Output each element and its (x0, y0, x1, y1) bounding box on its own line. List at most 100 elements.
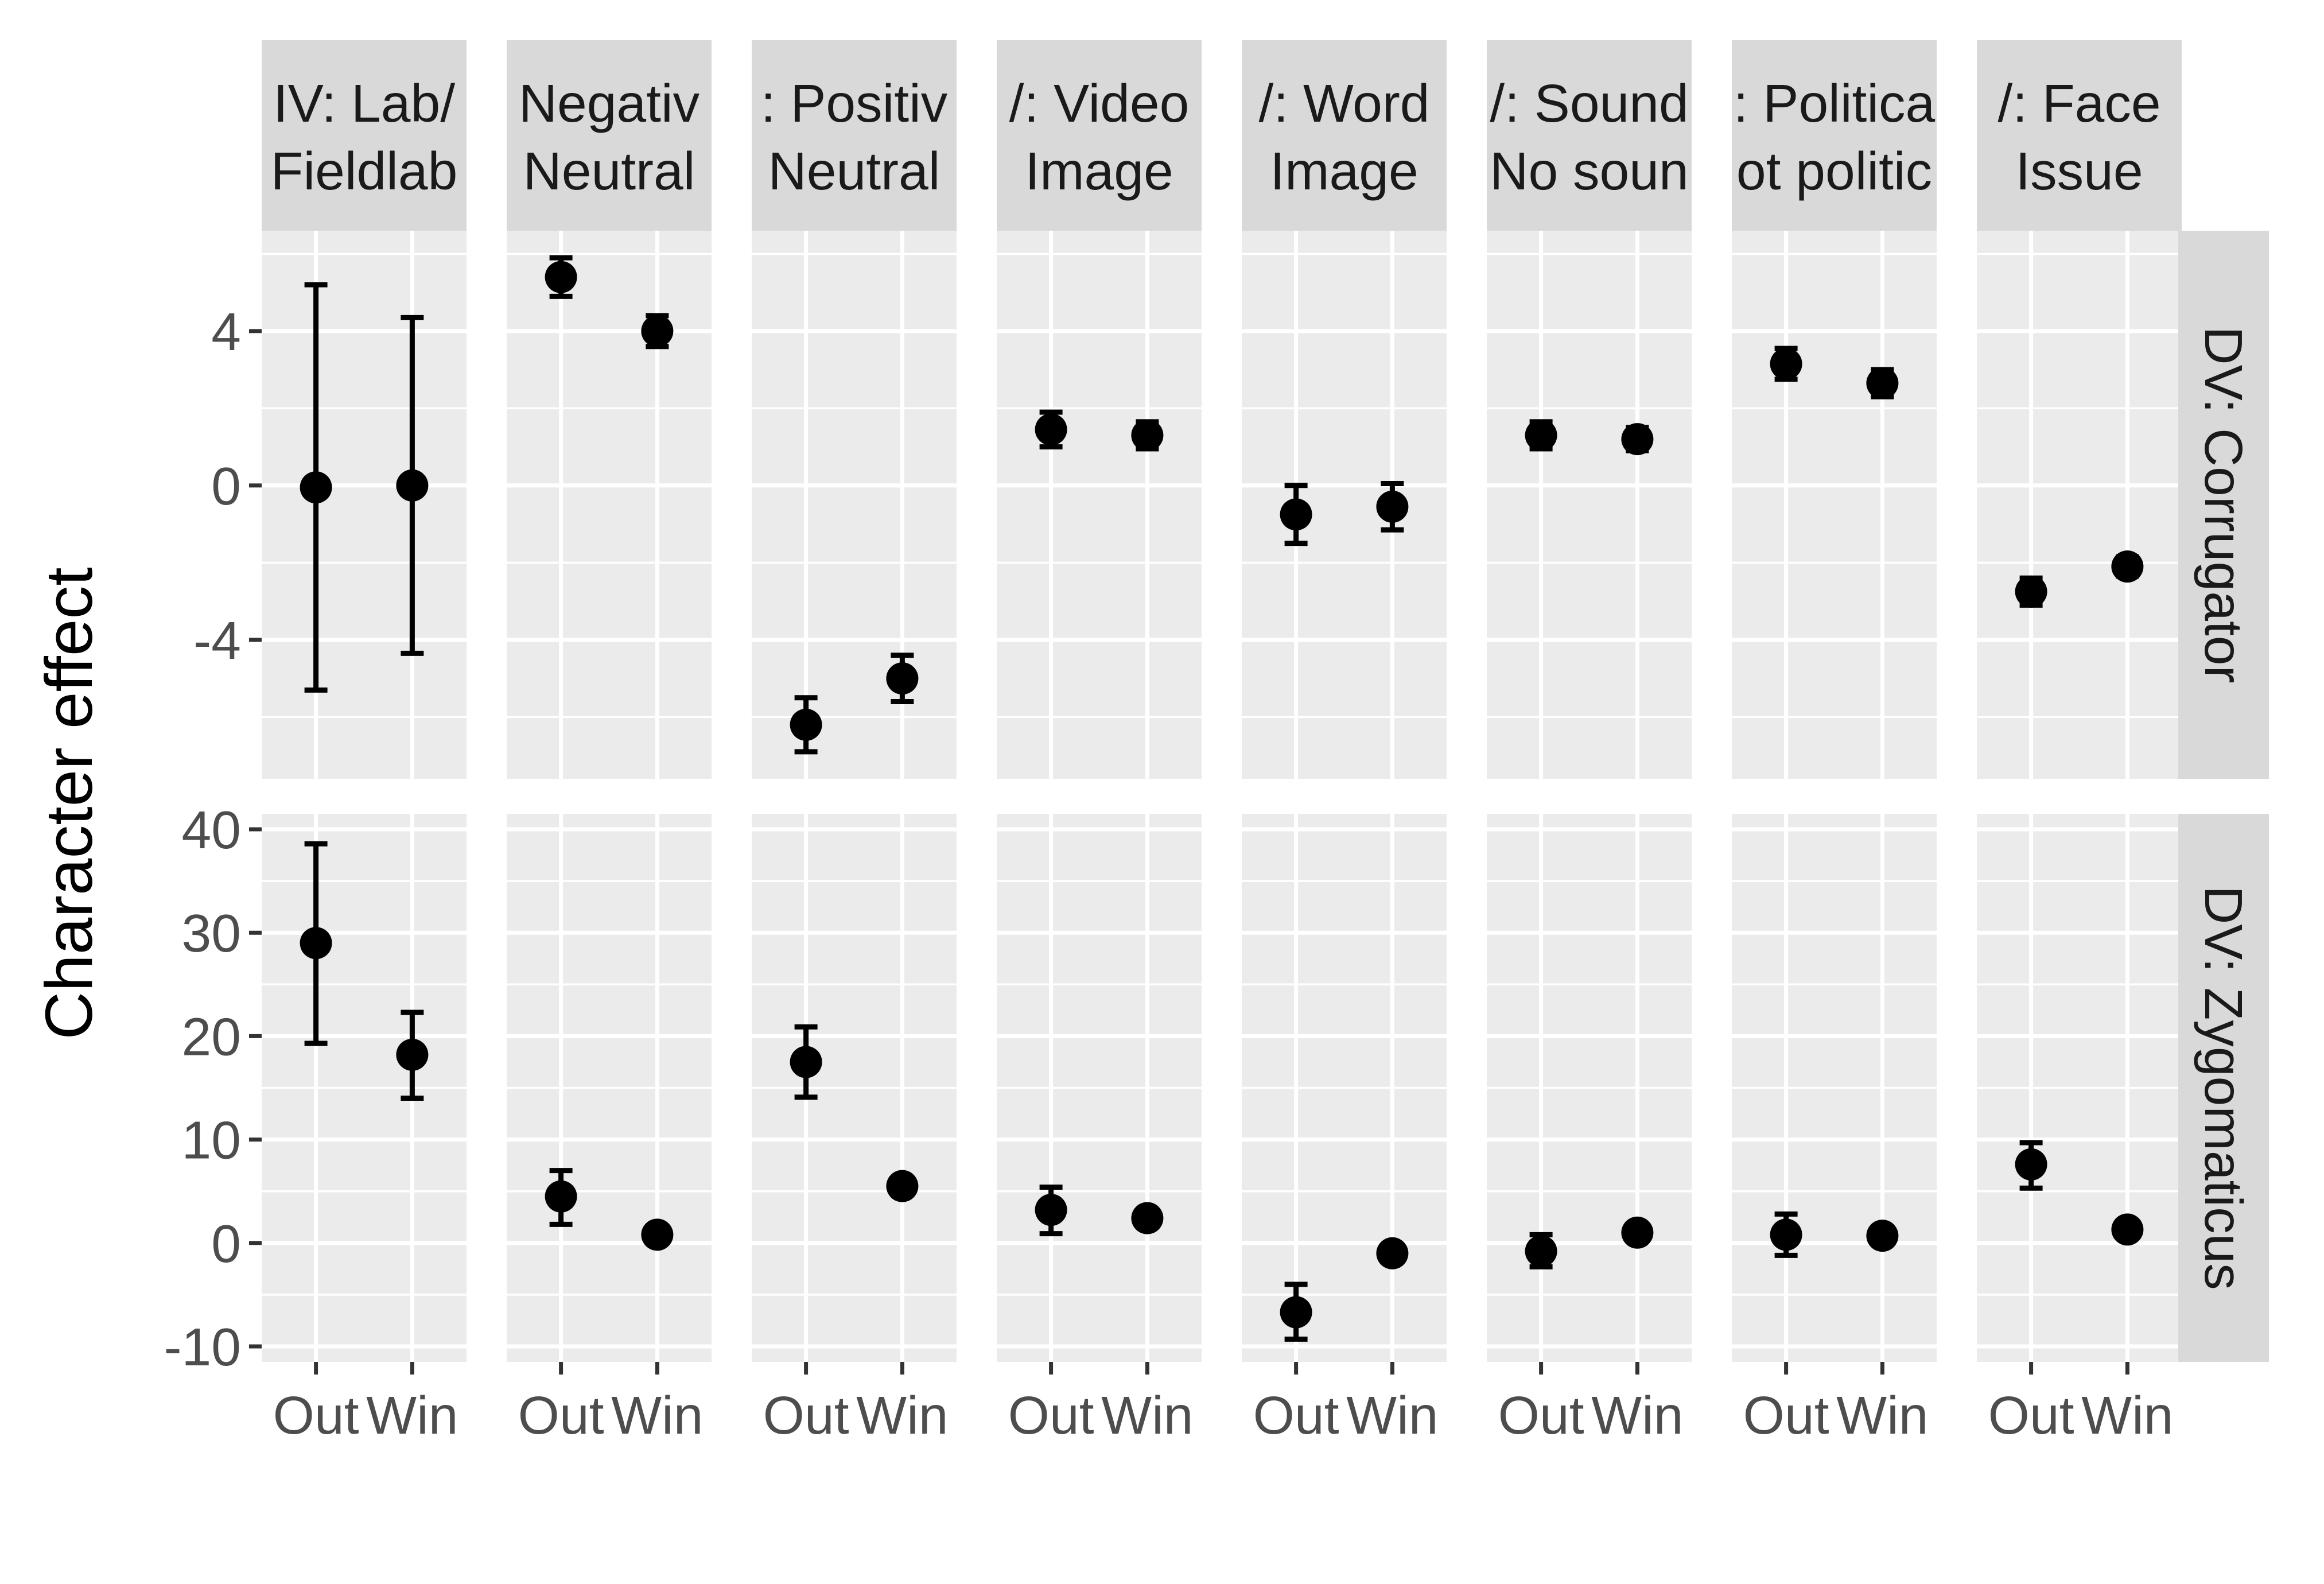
data-point-out (1035, 413, 1067, 446)
column-strip-label-line2: Image (1025, 141, 1173, 201)
row-strip-label: DV: Corrugator (2194, 327, 2253, 684)
data-point-out (2015, 575, 2047, 608)
column-strip-label-line1: Negativ (519, 73, 700, 133)
data-point-win (641, 315, 674, 347)
column-strip-text: Negativ Neutral (519, 73, 700, 201)
panel-background (262, 231, 467, 779)
x-tick-label: Win (1346, 1385, 1438, 1445)
y-tick-label: -4 (193, 611, 241, 670)
y-tick-label: 0 (211, 456, 241, 516)
column-strip: Negativ Neutral (507, 40, 712, 231)
data-point-win (396, 1038, 429, 1071)
data-point-out (790, 708, 822, 741)
y-tick-label: 40 (182, 800, 241, 860)
x-tick-label: Win (611, 1385, 703, 1445)
column-strip: IV: Lab/Fieldlab (262, 40, 467, 231)
x-tick-label: Out (273, 1385, 359, 1445)
panel-r0-c3 (997, 231, 1202, 779)
column-strip-background (997, 40, 1202, 231)
column-strip-label-line2: Neutral (768, 141, 941, 201)
column-strip-text: /: Sound No soun (1490, 73, 1688, 201)
y-axis-title: Character effect (32, 567, 106, 1039)
panel-background (752, 231, 957, 779)
data-point-out (545, 261, 577, 293)
column-strip-background (1242, 40, 1447, 231)
column-strip-background (1732, 40, 1937, 231)
column-strip-background (1977, 40, 2182, 231)
column-strip-label-line2: No soun (1490, 141, 1688, 201)
column-strip: /: Video Image (997, 40, 1202, 231)
panel-r0-c7 (1977, 231, 2182, 779)
data-point-win (1131, 419, 1164, 452)
panel-r1-c0 (262, 814, 467, 1362)
column-strip-text: : Politica ot politic (1734, 73, 1936, 201)
panel-r0-c5 (1487, 231, 1692, 779)
panel-background (1242, 231, 1447, 779)
x-tick-label: Out (1988, 1385, 2074, 1445)
data-point-win (1131, 1202, 1164, 1234)
column-strip-text: /: Word Image (1258, 73, 1429, 201)
data-point-out (1770, 1218, 1802, 1251)
panel-r1-c4 (1242, 814, 1447, 1362)
x-tick-label: Out (763, 1385, 849, 1445)
column-strip: : Positiv Neutral (752, 40, 957, 231)
column-strip: : Politica ot politic (1732, 40, 1937, 231)
column-strip-background (262, 40, 467, 231)
column-strip-background (1487, 40, 1692, 231)
data-point-out (790, 1046, 822, 1078)
data-point-out (1525, 419, 1557, 452)
column-strip-text: /: Video Image (1009, 73, 1190, 201)
data-point-win (1621, 423, 1654, 456)
x-tick-label: Out (518, 1385, 604, 1445)
column-strip-label-line1: : Positiv (761, 73, 948, 133)
strips: DV: Corrugator DV: Zygomaticus IV: Lab/Fie… (262, 40, 2269, 1362)
data-point-out (1035, 1194, 1067, 1226)
column-strip-label-line1: : Politica (1734, 73, 1936, 133)
column-strip-label-line2: Issue (2015, 141, 2143, 201)
panel-background (997, 231, 1202, 779)
data-point-out (1280, 1296, 1312, 1329)
row-strip-background (2178, 231, 2269, 779)
column-strip: /: Face Issue (1977, 40, 2182, 231)
y-tick-label: -10 (164, 1317, 241, 1377)
y-tick-label: 30 (182, 903, 241, 963)
column-strip-background (752, 40, 957, 231)
y-tick-label: 4 (211, 302, 241, 362)
panel-r1-c2 (752, 814, 957, 1362)
data-point-win (1621, 1216, 1654, 1249)
panel-background (507, 231, 712, 779)
x-tick-label: Out (1008, 1385, 1094, 1445)
column-strip-text: : Positiv Neutral (761, 73, 948, 201)
panel-background (1487, 231, 1692, 779)
column-strip-text: /: Face Issue (1997, 73, 2160, 201)
column-strip-label-line2: Fieldlab (271, 141, 458, 201)
panel-r0-c4 (1242, 231, 1447, 779)
column-strip-label-line1: /: Video (1009, 73, 1190, 133)
panel-r1-c6 (1732, 814, 1937, 1362)
panel-r0-c0 (262, 231, 467, 779)
data-point-out (1770, 348, 1802, 381)
x-tick-label: Out (1253, 1385, 1339, 1445)
x-tick-label: Out (1498, 1385, 1584, 1445)
data-point-win (2111, 550, 2144, 583)
data-point-out (300, 471, 332, 504)
row-strip-background (2178, 814, 2269, 1362)
column-strip-label-line2: ot politic (1736, 141, 1932, 201)
data-point-win (1376, 1237, 1409, 1269)
x-tick-label: Win (1591, 1385, 1683, 1445)
data-point-out (1280, 498, 1312, 531)
row-strip-label: DV: Zygomaticus (2194, 886, 2253, 1290)
column-strip-background (507, 40, 712, 231)
data-point-win (2111, 1213, 2144, 1246)
x-tick-label: Win (1836, 1385, 1928, 1445)
data-point-win (886, 662, 919, 695)
y-tick-label: 10 (182, 1111, 241, 1170)
column-strip-label-line1: /: Word (1258, 73, 1429, 133)
panel-background (1732, 231, 1937, 779)
panel-background (1977, 231, 2182, 779)
x-tick-label: Win (1101, 1385, 1193, 1445)
panel-r1-c1 (507, 814, 712, 1362)
data-point-out (1525, 1235, 1557, 1268)
